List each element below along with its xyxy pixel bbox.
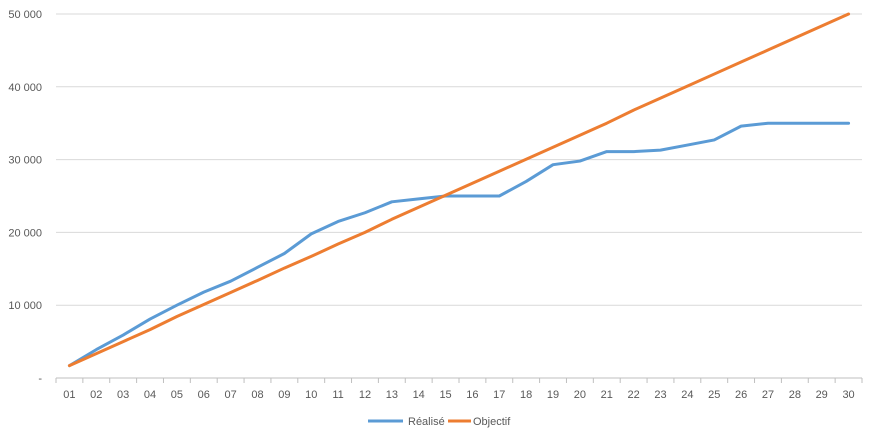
x-tick-label: 15 xyxy=(439,389,451,401)
y-tick-label: 50 000 xyxy=(8,9,42,21)
x-tick-label: 20 xyxy=(574,389,586,401)
x-tick-label: 05 xyxy=(171,389,183,401)
x-tick-label: 28 xyxy=(789,389,801,401)
x-tick-label: 04 xyxy=(144,389,156,401)
legend-label: Réalisé xyxy=(408,416,445,428)
x-tick-label: 19 xyxy=(547,389,559,401)
legend-label: Objectif xyxy=(473,416,511,428)
x-tick-label: 23 xyxy=(654,389,666,401)
y-tick-label: 30 000 xyxy=(8,155,42,167)
x-tick-label: 18 xyxy=(520,389,532,401)
x-tick-label: 24 xyxy=(681,389,693,401)
x-tick-label: 08 xyxy=(251,389,263,401)
x-tick-label: 22 xyxy=(628,389,640,401)
y-tick-label: 40 000 xyxy=(8,82,42,94)
x-tick-label: 07 xyxy=(225,389,237,401)
y-tick-label: 20 000 xyxy=(8,227,42,239)
x-tick-label: 13 xyxy=(386,389,398,401)
x-tick-label: 14 xyxy=(413,389,425,401)
x-tick-label: 21 xyxy=(601,389,613,401)
x-tick-label: 16 xyxy=(466,389,478,401)
y-tick-label: - xyxy=(38,373,42,385)
legend: Réalisé Objectif xyxy=(368,416,511,428)
x-tick-label: 26 xyxy=(735,389,747,401)
x-tick-label: 25 xyxy=(708,389,720,401)
x-tick-label: 17 xyxy=(493,389,505,401)
series-layer xyxy=(67,12,851,368)
x-tick-label: 30 xyxy=(842,389,854,401)
x-tick-label: 01 xyxy=(63,389,75,401)
x-tick-label: 29 xyxy=(816,389,828,401)
grid-layer xyxy=(56,13,862,306)
axis-layer: - 10 000 20 000 30 000 40 000 50 000 01 02 03 04 0… xyxy=(8,9,863,401)
x-tick-label: 03 xyxy=(117,389,129,401)
x-tick-label: 11 xyxy=(332,389,343,401)
x-tick-label: 06 xyxy=(198,389,210,401)
y-tick-label: 10 000 xyxy=(8,300,42,312)
series-line-objectif xyxy=(67,12,851,368)
x-tick-label: 02 xyxy=(90,389,102,401)
x-tick-label: 12 xyxy=(359,389,371,401)
x-tick-label: 10 xyxy=(305,389,317,401)
x-tick-label: 09 xyxy=(278,389,290,401)
x-tick-label: 27 xyxy=(762,389,774,401)
series-line-realise xyxy=(67,121,851,368)
